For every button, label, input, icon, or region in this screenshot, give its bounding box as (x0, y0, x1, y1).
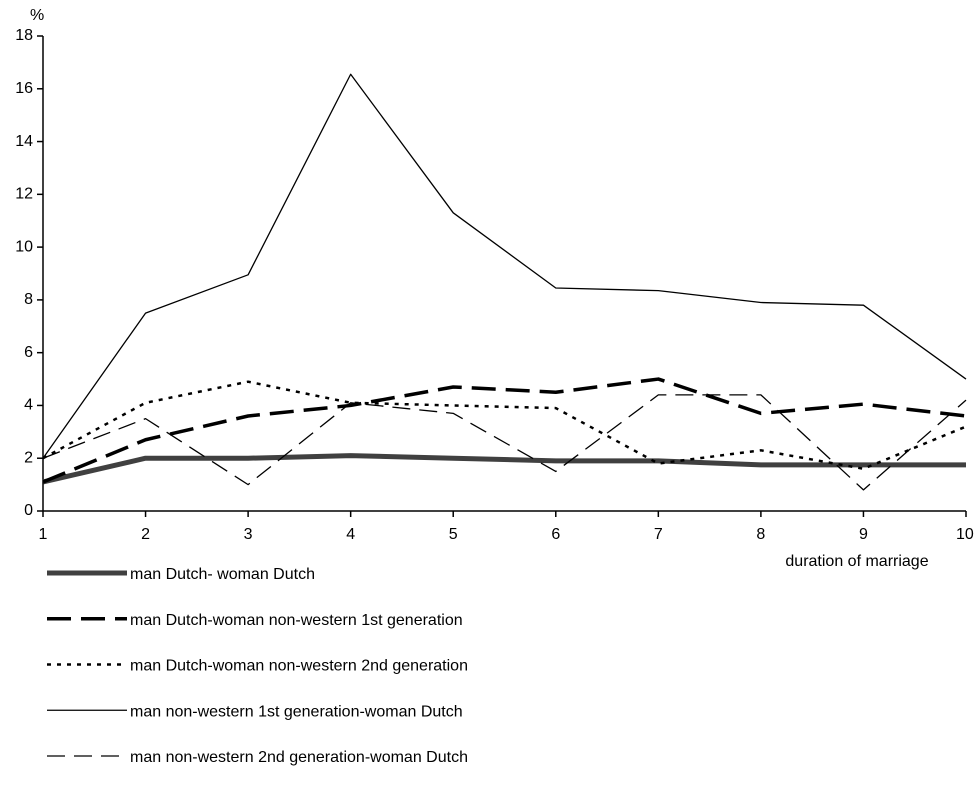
x-tick-label: 7 (654, 526, 663, 543)
series-line (42, 73, 967, 459)
y-tick-label: 10 (15, 238, 33, 255)
x-tick-label: 5 (449, 526, 458, 543)
legend-label: man Dutch-woman non-western 2nd generati… (130, 658, 468, 675)
x-tick-label: 9 (859, 526, 868, 543)
y-tick-label: 8 (24, 291, 33, 308)
x-tick-label: 8 (756, 526, 765, 543)
y-tick-label: 14 (15, 133, 33, 150)
y-tick-label: 0 (24, 502, 33, 519)
x-tick-label: 6 (551, 526, 560, 543)
series-line (42, 380, 967, 471)
legend-label: man Dutch-woman non-western 1st generati… (130, 612, 463, 629)
x-tick-label: 4 (346, 526, 355, 543)
legend-label: man Dutch- woman Dutch (130, 566, 315, 583)
y-tick-label: 16 (15, 80, 33, 97)
y-tick-label: 2 (24, 449, 33, 466)
series-line (42, 377, 967, 484)
y-axis-label: % (30, 7, 44, 24)
x-tick-label: 2 (141, 526, 150, 543)
legend-label: man non-western 1st generation-woman Dut… (130, 703, 463, 720)
y-tick-label: 18 (15, 27, 33, 44)
y-tick-label: 6 (24, 344, 33, 361)
legend-label: man non-western 2nd generation-woman Dut… (130, 749, 468, 766)
series-line (42, 453, 966, 485)
x-tick-label: 1 (39, 526, 48, 543)
y-tick-label: 4 (24, 397, 33, 414)
x-tick-label: 3 (244, 526, 253, 543)
x-tick-label: 10 (956, 526, 974, 543)
x-axis-label: duration of marriage (785, 553, 928, 570)
y-tick-label: 12 (15, 186, 33, 203)
series-line (42, 394, 967, 491)
